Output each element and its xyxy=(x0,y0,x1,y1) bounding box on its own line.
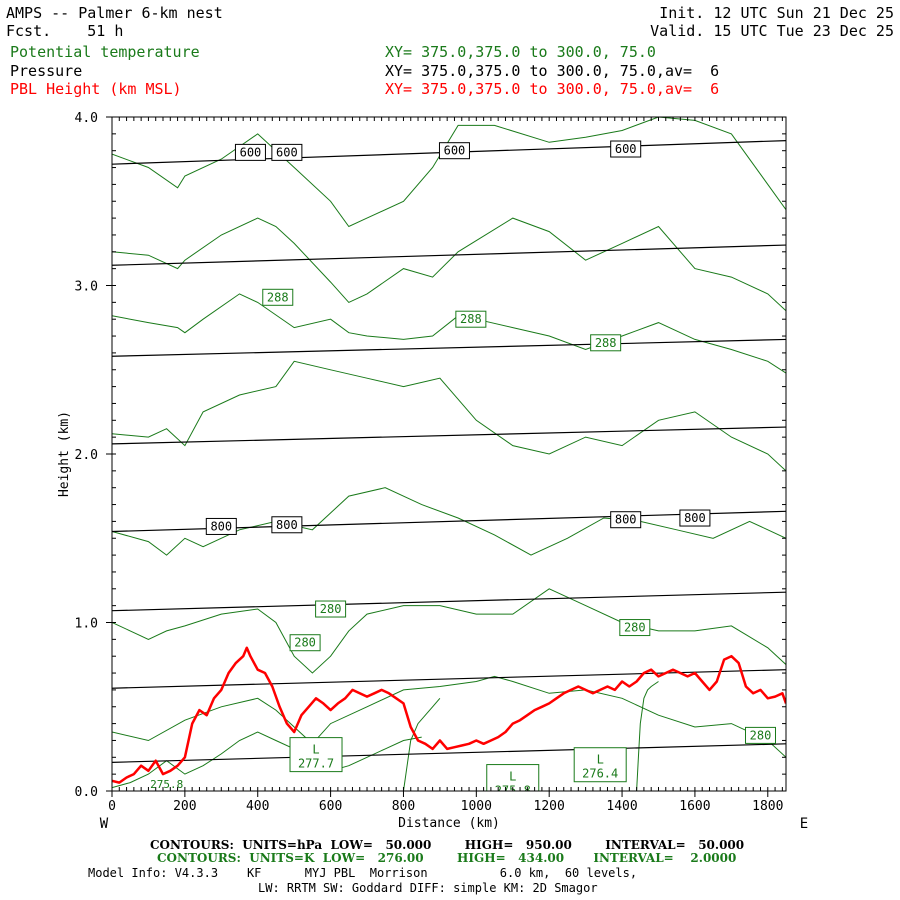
theta-contour-2 xyxy=(112,293,786,374)
y-tick-label-2: 2.0 xyxy=(75,448,98,463)
low-value-2: 276.4 xyxy=(582,767,618,781)
east-label: E xyxy=(800,816,808,832)
x-tick-label-3: 600 xyxy=(319,799,342,814)
valid-time: Valid. 15 UTC Tue 23 Dec 25 xyxy=(650,22,894,40)
theta-label-6: 280 xyxy=(750,728,772,742)
x-tick-label-2: 400 xyxy=(246,799,269,814)
field2-xy: XY= 375.0,375.0 to 300.0, 75.0,av= 6 xyxy=(385,62,720,80)
field3-xy: XY= 375.0,375.0 to 300.0, 75.0,av= 6 xyxy=(385,80,720,98)
low-marker-0: L xyxy=(312,743,319,757)
footer-model-info: Model Info: V4.3.3 KF MYJ PBL Morrison 6… xyxy=(88,866,638,880)
x-tick-label-9: 1800 xyxy=(752,799,783,814)
y-tick-label-1: 1.0 xyxy=(75,617,98,632)
pressure-label-box-0 xyxy=(234,143,266,161)
plot-area: L277.7L275.8L276.42882882882802802802806… xyxy=(112,117,786,791)
field1-name: Potential temperature xyxy=(10,43,200,61)
low-partial-label: 275.8 xyxy=(150,778,183,791)
footer-contours-pressure: CONTOURS: UNITS=hPa LOW= 50.000 HIGH= 95… xyxy=(150,838,745,852)
pressure-label-box-6 xyxy=(610,511,642,529)
low-marker-1: L xyxy=(509,770,516,784)
pressure-label-box-2 xyxy=(438,142,470,160)
pressure-label-box-5 xyxy=(271,516,303,534)
theta-contour-0 xyxy=(112,117,786,228)
x-tick-label-5: 1000 xyxy=(461,799,492,814)
theta-label-box-1 xyxy=(455,310,487,328)
low-box-2 xyxy=(573,747,627,783)
field2-name: Pressure xyxy=(10,62,83,80)
pressure-isobar-5 xyxy=(112,591,786,612)
theta-label-box-6 xyxy=(744,726,776,744)
theta-contour-6 xyxy=(112,675,786,758)
x-tick-label-0: 0 xyxy=(108,799,116,814)
theta-contour-8 xyxy=(403,697,441,791)
y-tick-label-0: 0.0 xyxy=(75,785,98,800)
theta-contour-4 xyxy=(112,487,786,556)
pressure-label-3: 600 xyxy=(615,142,637,156)
pressure-label-7: 800 xyxy=(684,511,706,525)
theta-label-1: 288 xyxy=(460,312,482,326)
theta-label-box-2 xyxy=(590,334,622,352)
plot-frame xyxy=(111,116,787,792)
west-label: W xyxy=(100,816,109,832)
pressure-label-box-1 xyxy=(271,143,303,161)
pressure-label-5: 800 xyxy=(276,518,298,532)
y-tick-label-4: 4.0 xyxy=(75,111,98,126)
theta-contour-5 xyxy=(112,588,786,674)
footer-contours-theta: CONTOURS: UNITS=K LOW= 276.00 HIGH= 434.… xyxy=(157,851,737,865)
x-tick-label-8: 1600 xyxy=(679,799,710,814)
theta-label-box-5 xyxy=(619,619,651,637)
theta-label-3: 280 xyxy=(320,602,342,616)
pressure-label-box-3 xyxy=(610,140,642,158)
low-box-1 xyxy=(486,764,540,791)
low-marker-2: L xyxy=(597,753,604,767)
pressure-isobar-7 xyxy=(112,743,786,763)
pressure-label-4: 800 xyxy=(210,519,232,533)
pressure-label-box-7 xyxy=(679,509,711,527)
theta-label-box-4 xyxy=(289,634,321,652)
field1-xy: XY= 375.0,375.0 to 300.0, 75.0 xyxy=(385,43,656,61)
pbl-height-line xyxy=(112,646,786,784)
pressure-label-2: 600 xyxy=(444,144,466,158)
model-title: AMPS -- Palmer 6-km nest xyxy=(6,4,223,22)
pressure-label-6: 800 xyxy=(615,513,637,527)
x-axis-label: Distance (km) xyxy=(398,816,500,831)
theta-contour-9 xyxy=(636,681,659,791)
pressure-label-1: 600 xyxy=(276,145,298,159)
low-value-0: 277.7 xyxy=(298,757,334,771)
theta-label-box-0 xyxy=(262,288,294,306)
y-axis-label: Height (km) xyxy=(57,411,72,497)
pressure-isobar-1 xyxy=(112,244,786,266)
theta-label-4: 280 xyxy=(294,636,316,650)
theta-contour-7 xyxy=(112,731,422,789)
pressure-label-box-4 xyxy=(205,517,237,535)
y-tick-label-3: 3.0 xyxy=(75,280,98,295)
x-tick-label-6: 1200 xyxy=(534,799,565,814)
pressure-isobar-3 xyxy=(112,426,786,445)
x-tick-label-7: 1400 xyxy=(606,799,637,814)
x-tick-label-1: 200 xyxy=(173,799,196,814)
pressure-isobar-2 xyxy=(112,338,786,357)
theta-label-0: 288 xyxy=(267,290,289,304)
footer-physics-info: LW: RRTM SW: Goddard DIFF: simple KM: 2D… xyxy=(258,881,598,895)
theta-label-box-3 xyxy=(315,600,347,618)
field3-name: PBL Height (km MSL) xyxy=(10,80,182,98)
theta-contour-1 xyxy=(112,217,786,312)
forecast-hour: Fcst. 51 h xyxy=(6,22,124,40)
low-box-0 xyxy=(289,737,343,773)
pressure-label-0: 600 xyxy=(240,145,262,159)
theta-contour-3 xyxy=(112,360,786,472)
x-tick-label-4: 800 xyxy=(392,799,415,814)
init-time: Init. 12 UTC Sun 21 Dec 25 xyxy=(659,4,894,22)
theta-label-2: 288 xyxy=(595,336,617,350)
theta-label-5: 280 xyxy=(624,621,646,635)
